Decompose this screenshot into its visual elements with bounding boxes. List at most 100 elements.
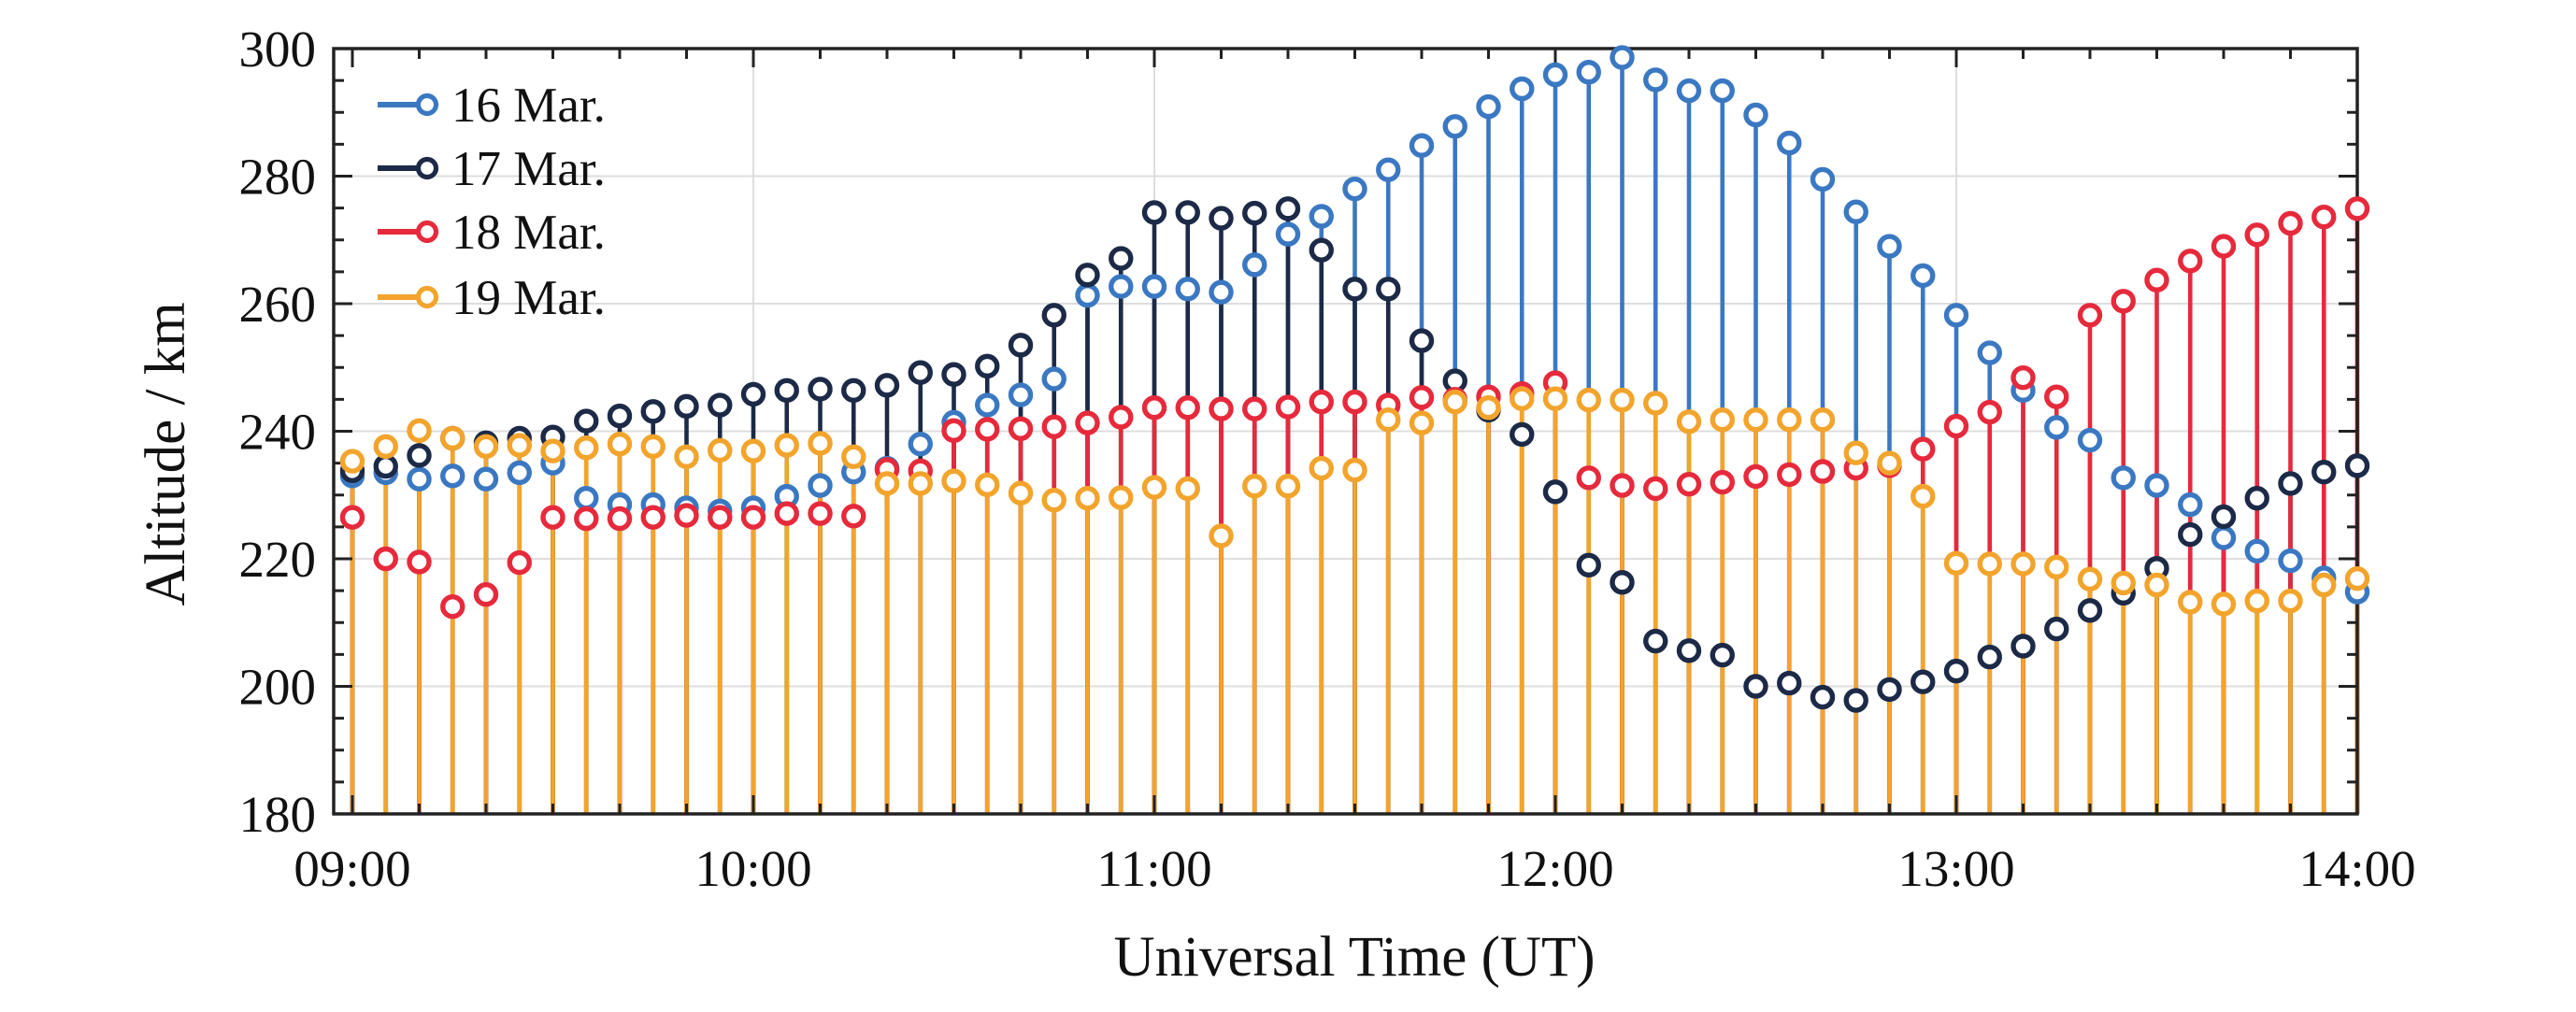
data-point-marker xyxy=(607,403,633,429)
data-point-marker xyxy=(1777,130,1802,156)
data-point-marker xyxy=(2244,485,2269,511)
data-point-marker xyxy=(1041,414,1066,439)
data-point-marker xyxy=(1342,389,1367,415)
data-point-marker xyxy=(2211,234,2237,259)
data-point-marker xyxy=(841,378,866,404)
data-point-marker xyxy=(1777,407,1802,433)
series-markers-18-mar- xyxy=(339,196,2370,620)
data-point-marker xyxy=(975,353,1000,379)
data-point-marker xyxy=(1643,391,1668,416)
data-point-marker xyxy=(1610,387,1635,413)
data-point-marker xyxy=(2111,289,2136,314)
data-point-marker xyxy=(1141,475,1167,500)
data-point-marker xyxy=(2178,492,2203,518)
data-point-marker xyxy=(1309,237,1334,263)
data-point-marker xyxy=(1409,385,1435,410)
data-point-marker xyxy=(1242,252,1267,278)
data-point-marker xyxy=(1743,102,1768,128)
data-point-marker xyxy=(1710,642,1735,668)
legend-item: 16 Mar. xyxy=(378,78,606,133)
data-point-marker xyxy=(1109,274,1134,299)
data-point-marker xyxy=(708,392,733,418)
y-tick-label: 300 xyxy=(239,21,317,78)
data-point-marker xyxy=(1643,628,1668,654)
data-point-marker xyxy=(1075,263,1100,288)
data-point-marker xyxy=(2044,415,2069,440)
data-point-marker xyxy=(1943,658,1969,684)
data-point-marker xyxy=(1041,366,1066,392)
data-point-marker xyxy=(1743,463,1768,490)
y-tick-label: 220 xyxy=(239,531,317,588)
data-point-marker xyxy=(2244,538,2269,564)
data-point-marker xyxy=(774,501,799,526)
data-point-marker xyxy=(1376,407,1401,433)
data-point-marker xyxy=(808,377,833,402)
data-point-marker xyxy=(1209,396,1234,421)
data-point-marker xyxy=(1309,204,1334,229)
data-point-marker xyxy=(1542,479,1568,505)
data-point-marker xyxy=(740,381,766,407)
data-point-marker xyxy=(2211,592,2237,617)
series-markers-19-mar- xyxy=(339,386,2370,617)
y-tick-label: 240 xyxy=(239,404,317,461)
data-point-marker xyxy=(2044,616,2069,642)
data-point-marker xyxy=(808,431,833,456)
data-point-marker xyxy=(1777,462,1802,488)
data-point-marker xyxy=(339,449,365,474)
data-point-marker xyxy=(1275,221,1301,247)
data-point-marker xyxy=(1810,684,1836,710)
data-point-marker xyxy=(2278,588,2303,614)
legend-item: 17 Mar. xyxy=(378,142,606,196)
data-point-marker xyxy=(1977,399,2002,425)
data-point-marker xyxy=(2144,473,2169,498)
y-tick-label: 260 xyxy=(239,276,317,333)
data-point-marker xyxy=(1342,277,1367,302)
data-point-marker xyxy=(1610,45,1635,70)
data-point-marker xyxy=(1008,480,1034,506)
data-point-marker xyxy=(1977,340,2002,365)
data-point-marker xyxy=(1109,405,1134,430)
data-point-marker xyxy=(540,505,565,530)
data-point-marker xyxy=(1676,638,1702,663)
data-point-marker xyxy=(740,438,766,463)
data-point-marker xyxy=(607,506,633,532)
data-point-marker xyxy=(1943,413,1969,439)
data-point-marker xyxy=(808,501,833,526)
data-point-marker xyxy=(607,431,633,457)
data-point-marker xyxy=(1810,459,1836,484)
data-point-marker xyxy=(1376,157,1401,182)
x-tick-label: 10:00 xyxy=(694,840,811,897)
data-point-marker xyxy=(1510,76,1535,102)
data-point-marker xyxy=(2044,384,2069,409)
legend-marker-sample xyxy=(415,156,439,180)
data-point-marker xyxy=(941,362,966,387)
legend-marker-sample xyxy=(415,93,439,117)
data-point-marker xyxy=(975,417,1000,442)
legend-label: 17 Mar. xyxy=(451,142,606,196)
data-point-marker xyxy=(874,471,900,496)
data-point-marker xyxy=(1008,416,1034,441)
data-point-marker xyxy=(1510,421,1535,448)
data-point-marker xyxy=(1075,410,1100,435)
data-point-marker xyxy=(1008,382,1034,407)
data-point-marker xyxy=(407,443,432,468)
data-point-marker xyxy=(373,453,398,479)
data-point-marker xyxy=(2178,249,2203,274)
data-point-marker xyxy=(1542,386,1568,411)
data-point-marker xyxy=(1209,279,1234,305)
legend-item: 18 Mar. xyxy=(378,206,606,260)
data-point-marker xyxy=(1676,471,1702,497)
data-point-marker xyxy=(1877,450,1902,476)
data-point-marker xyxy=(640,434,665,460)
data-point-marker xyxy=(1242,473,1267,499)
data-point-marker xyxy=(1911,436,1936,462)
data-point-marker xyxy=(1610,473,1635,498)
data-point-marker xyxy=(1209,206,1234,231)
data-point-marker xyxy=(1911,263,1936,289)
data-point-marker xyxy=(1175,476,1200,502)
data-point-marker xyxy=(2311,572,2337,598)
data-point-marker xyxy=(1041,488,1066,513)
data-point-marker xyxy=(1542,62,1568,88)
data-point-marker xyxy=(1242,200,1267,226)
data-point-marker xyxy=(1977,644,2002,670)
